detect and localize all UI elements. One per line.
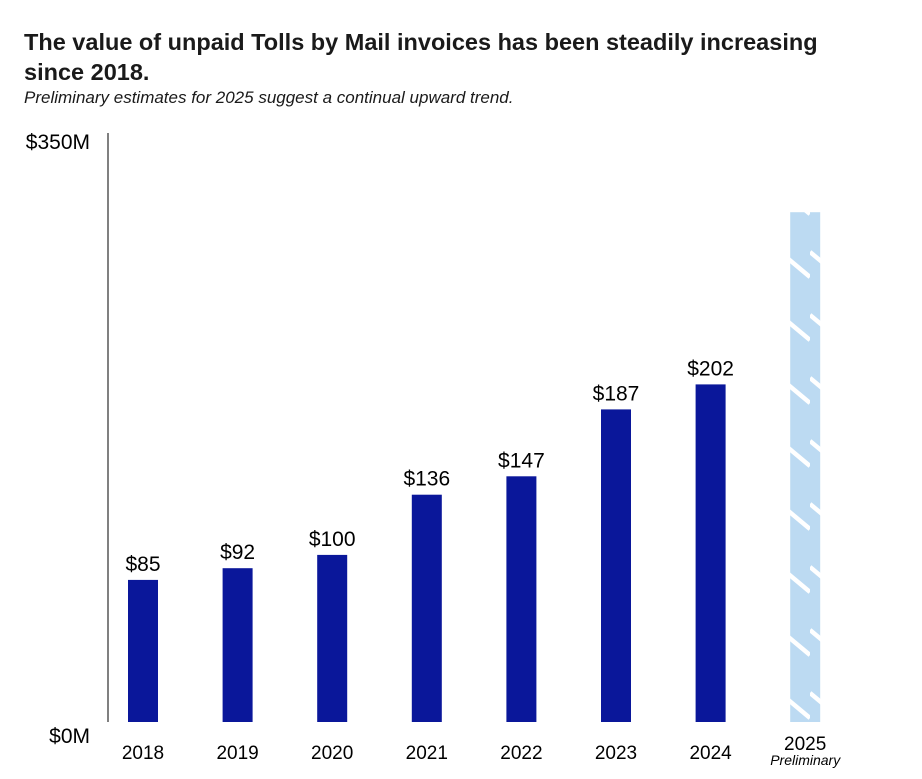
x-tick-label-2022: 2022: [500, 743, 542, 764]
x-axis-labels: 2018 2019 2020 2021 2022 2023 2024 2025Prelimin…: [122, 734, 841, 768]
x-tick-label-2019: 2019: [216, 743, 258, 764]
data-label-2018: $85: [125, 553, 160, 576]
x-tick-label-2024: 2024: [689, 743, 732, 764]
x-tick-label-2025: 2025: [784, 734, 826, 755]
bar-2023: [601, 409, 631, 722]
bar-2024: [695, 384, 726, 722]
data-label-2024: $202: [687, 357, 734, 380]
bar-2025-preliminary: [790, 212, 821, 722]
data-label-2023: $187: [593, 382, 640, 405]
bar-2019: [222, 568, 253, 722]
bar-2021: [411, 494, 442, 722]
bar-2018: [128, 579, 158, 722]
data-label-2019: $92: [220, 541, 255, 564]
y-axis-ticks: $0M $350M: [26, 131, 90, 748]
value-labels-group: $85 $92 $100 $136 $147 $187 $202: [125, 357, 733, 576]
data-label-2021: $136: [403, 468, 450, 491]
x-tick-label-2023: 2023: [595, 743, 637, 764]
y-tick-label: $0M: [49, 725, 90, 748]
bars-group: [128, 212, 821, 722]
chart-title: The value of unpaid Tolls by Mail invoic…: [24, 29, 818, 85]
data-label-2020: $100: [309, 528, 356, 551]
chart-subtitle: Preliminary estimates for 2025 suggest a…: [24, 88, 514, 107]
y-tick-label: $350M: [26, 131, 90, 154]
bar-2022: [506, 476, 537, 722]
preliminary-note: Preliminary: [770, 752, 841, 768]
x-tick-label-2020: 2020: [311, 743, 353, 764]
x-tick-label-2018: 2018: [122, 743, 164, 764]
x-tick-label-2021: 2021: [406, 743, 448, 764]
bar-2020: [317, 554, 348, 722]
data-label-2022: $147: [498, 449, 545, 472]
